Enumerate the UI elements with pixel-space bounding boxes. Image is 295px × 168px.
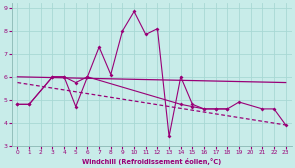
X-axis label: Windchill (Refroidissement éolien,°C): Windchill (Refroidissement éolien,°C) [82,158,221,164]
